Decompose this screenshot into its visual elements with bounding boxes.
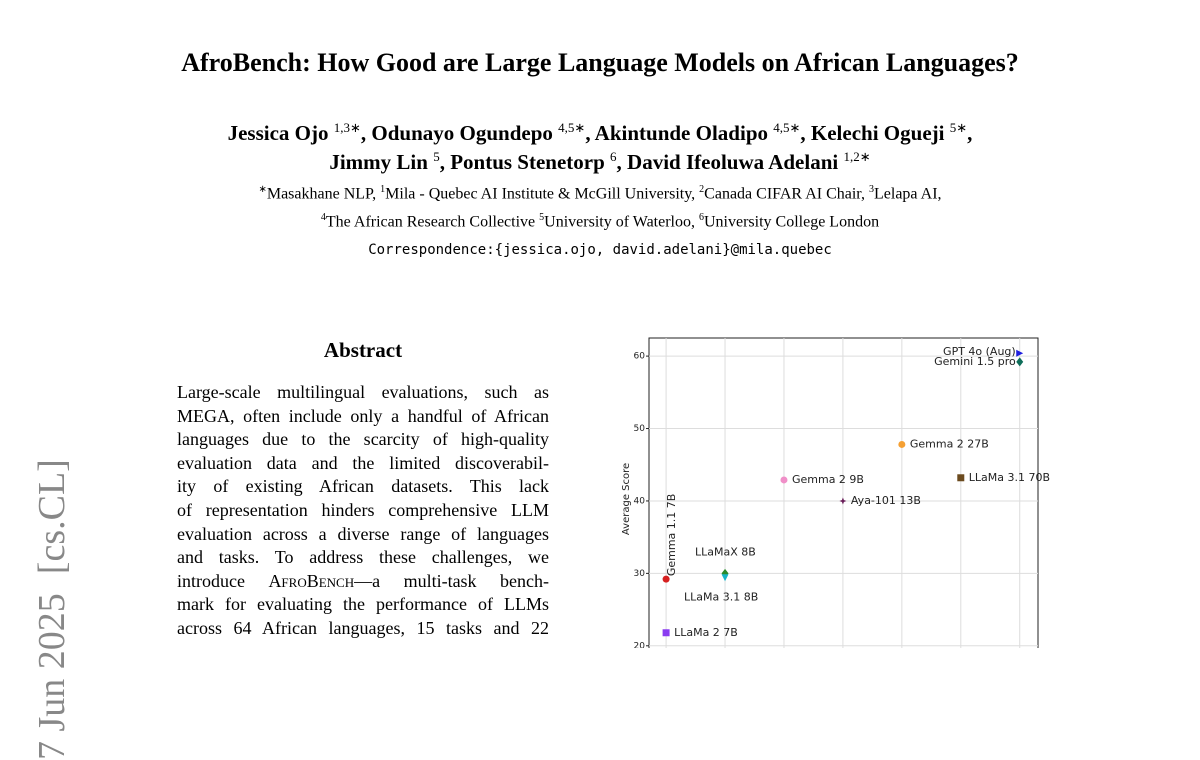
y-axis-label: Average Score [621,463,632,535]
affil-name: The African Research Collective [325,213,540,231]
author-name: Jessica Ojo [227,121,329,145]
abstract-line: evaluation data and the limited discover… [177,452,549,473]
affil-mark: 2 [699,184,705,195]
point-label: LLaMa 2 7B [674,626,738,639]
affil-mark: 4 [320,212,326,223]
author-affil-mark: 5 [433,149,440,164]
data-point [780,476,788,484]
arxiv-stamp: [cs.CL] 7 Jun 2025 [31,459,73,760]
author-affil-mark: 4,5∗ [558,120,586,135]
point-label: GPT 4o (Aug) [943,345,1016,358]
benchmark-name: AfroBench [268,570,355,591]
correspondence: Correspondence:{jessica.ojo, david.adela… [368,242,832,258]
plot-frame [648,337,1039,648]
author-name: Pontus Stenetorp [450,150,605,174]
affil-mark: 1 [380,184,386,195]
abstract-line: of representation hinders comprehensive … [177,499,549,520]
author-name: Akintunde Oladipo [594,121,768,145]
abstract-line: across 64 African languages, 15 tasks an… [177,617,549,638]
text: —a multi-task bench- [354,570,549,591]
abstract-line: ity of existing African datasets. This l… [177,476,549,497]
abstract-line: evaluation across a diverse range of lan… [177,523,549,544]
author-name: David Ifeoluwa Adelani [627,150,839,174]
author-name: Odunayo Ogundepo [371,121,553,145]
author-separator: , [439,150,451,174]
point-label: Aya-101 13B [851,494,921,507]
point-label: Gemma 2 9B [792,473,864,486]
point-label: LLaMa 3.1 70B [969,471,1050,484]
author-name: Jimmy Lin [329,150,428,174]
data-point [1016,349,1024,357]
data-point [839,497,847,505]
affil-mark: 5 [539,212,545,223]
affil-mark: 6 [698,212,704,223]
y-tick-label: 50 [634,424,646,434]
author-affil-mark: 6 [610,149,617,164]
page: {"title": "AfroBench: How Good are Large… [0,48,1200,760]
author-affil-mark: 5∗ [949,120,968,135]
abstract-line: mark for evaluating the performance of L… [177,594,549,615]
abstract-text: Large-scale multilingual evaluations, su… [177,381,549,641]
affil-name: Mila - Quebec AI Institute & McGill Univ… [385,185,700,203]
affil-name: University of Waterloo, [544,213,699,231]
data-point [898,440,906,448]
y-tick-label: 60 [634,352,646,362]
abstract-line: introduce AfroBench—a multi-task bench- [177,570,549,594]
y-tick-label: 40 [634,496,646,506]
data-point [1016,357,1024,367]
chart: 20 30 40 50 60 Average Score GPT 4o (Aug)Gemin… [621,337,1050,648]
author-separator: , [800,121,811,145]
abstract-line: MEGA, often include only a handful of Af… [177,405,549,426]
point-label: Gemma 1.1 7B [665,494,678,577]
affil-name: Masakhane NLP, [266,185,381,203]
point-label: Gemini 1.5 pro [934,355,1016,368]
data-point [721,574,729,582]
affil-mark: ∗ [258,184,267,195]
y-tick-label: 30 [634,569,646,579]
y-tick-label: 20 [634,641,646,648]
abstract-line: and tasks. To address these challenges, … [177,547,549,568]
point-label: LLaMaX 8B [695,545,756,558]
affil-name: Lelapa AI, [874,185,942,203]
text: introduce [177,570,269,591]
author-affil-mark: 4,5∗ [773,120,801,135]
author-separator: , [616,150,628,174]
author-affil-mark: 1,3∗ [333,120,361,135]
point-label: LLaMa 3.1 8B [684,591,758,604]
data-point [662,575,670,583]
affil-name: University College London [703,213,880,231]
affil-mark: 3 [869,184,874,195]
abstract-heading: Abstract [323,338,403,362]
abstract-line: Large-scale multilingual evaluations, su… [177,382,549,402]
paper-title: AfroBench: How Good are Large Language M… [181,48,1019,77]
data-point [957,474,965,482]
author-name: Kelechi Ogueji [810,121,945,145]
affil-name: Canada CIFAR AI Chair, [704,185,869,203]
abstract-line: languages due to the scarcity of high-qu… [177,429,549,450]
data-point [662,629,670,637]
author-separator: , [967,121,973,145]
affiliation-line: ∗Masakhane NLP, 1Mila - Quebec AI Instit… [0,184,1200,203]
point-label: Gemma 2 27B [910,437,989,450]
author-line: Jimmy Lin 5, Pontus Stenetorp 6, David I… [0,149,1200,175]
author-line: Jessica Ojo 1,3∗, Odunayo Ogundepo 4,5∗,… [0,120,1200,146]
author-separator: , [585,121,595,145]
author-affil-mark: 1,2∗ [843,149,871,164]
author-separator: , [360,121,372,145]
affiliation-line: 4The African Research Collective 5Univer… [0,212,1200,231]
